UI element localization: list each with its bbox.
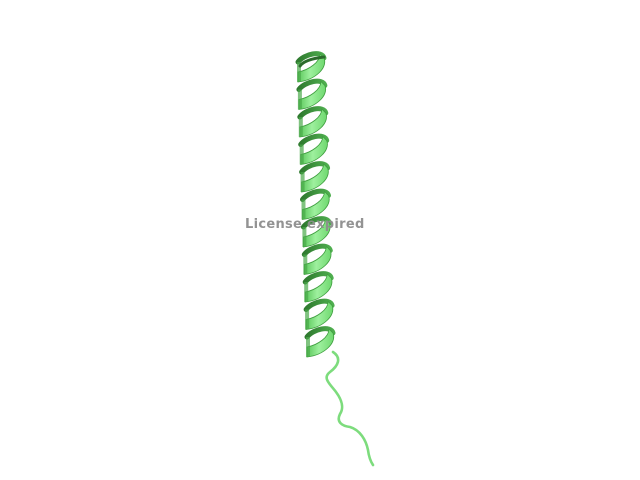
helix-turn-edge: [304, 282, 309, 302]
license-watermark: License expired: [245, 217, 365, 232]
helix-top-cap: [298, 55, 326, 68]
helix-turn-edge: [300, 172, 305, 192]
helix-turn-edge: [303, 254, 308, 275]
helix-turn-back: [296, 78, 328, 92]
helix-turn-back: [300, 188, 331, 202]
helix-turn-edge: [301, 199, 306, 220]
helix-turn-edge: [298, 117, 303, 137]
helix-turn-back: [299, 161, 331, 175]
helix-turn-edge: [299, 144, 304, 165]
helix-turn-edge: [306, 337, 310, 357]
helix-turn-back: [297, 106, 329, 120]
helix-turn-back: [304, 326, 336, 340]
helix-turn-edge: [302, 227, 307, 247]
helix-turn-edge: [297, 62, 301, 82]
helix-turn-back: [298, 133, 330, 147]
helix-turn-back: [300, 216, 332, 230]
helix-turn-back: [303, 298, 335, 312]
helix-turn-back: [301, 243, 333, 257]
coil-tail: [325, 350, 375, 467]
helix-turn-edge: [297, 89, 302, 110]
helix-turn-back: [302, 271, 334, 285]
helix-turn-edge: [305, 309, 310, 330]
